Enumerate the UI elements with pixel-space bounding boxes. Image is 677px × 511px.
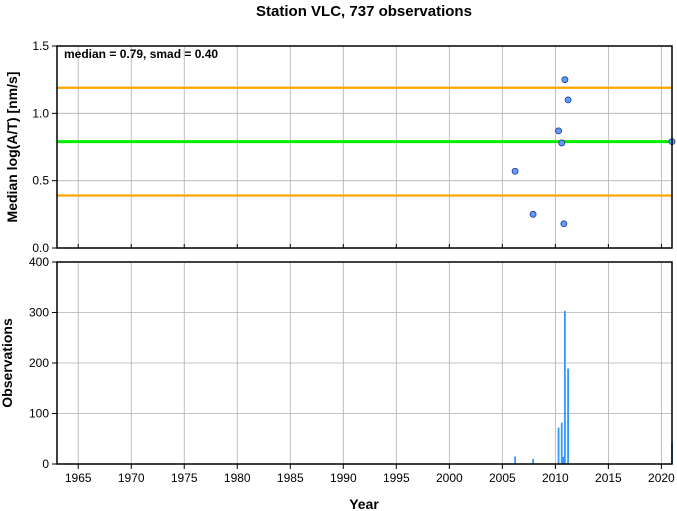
bar [514,456,516,464]
bottom-y-axis-label: Observations [0,318,15,408]
x-ticks: 1965 1970 1975 1980 1985 1990 1995 2000 2005 2010… [65,464,675,485]
x-tick-label: 1980 [224,471,251,485]
x-tick-label: 1975 [171,471,198,485]
x-tick-label: 1995 [383,471,410,485]
top-y-axis-label: Median log(A/T) [nm/s] [4,72,20,223]
y-tick-label: 1.5 [32,39,49,53]
annotation-text: median = 0.79, smad = 0.40 [64,47,218,61]
bar [532,458,534,464]
y-tick-label: 1.0 [32,106,49,120]
y-tick-label: 400 [29,255,49,269]
y-tick-label: 100 [29,407,49,421]
x-tick-label: 2020 [648,471,675,485]
y-tick-label: 200 [29,356,49,370]
y-tick-label: 0 [42,457,49,471]
x-tick-label: 1990 [330,471,357,485]
chart-title: Station VLC, 737 observations [256,3,472,20]
bottom-y-ticks: 0 100 200 300 400 [29,255,57,471]
x-tick-label: 2005 [489,471,516,485]
x-tick-label: 2015 [595,471,622,485]
x-tick-label: 2010 [542,471,569,485]
bar [567,368,569,464]
reference-lines [57,86,672,197]
bottom-grid [57,261,672,465]
x-tick-label: 1965 [65,471,92,485]
x-axis-label: Year [349,496,379,511]
top-panel: 0.00.51.01.5 median = 0.79, smad = 0.40 … [4,39,676,255]
data-points [511,76,676,228]
bar [564,310,566,464]
data-point [558,139,566,147]
data-point [561,76,569,84]
data-point [511,167,519,175]
y-tick-label: 300 [29,306,49,320]
bar [562,456,565,464]
data-point [555,127,562,135]
top-y-ticks: 0.0 0.5 1.0 1.5 [32,39,57,255]
data-point [529,210,537,218]
bars [514,310,673,464]
x-tick-label: 1985 [277,471,304,485]
data-point [564,96,572,104]
bar [557,427,560,464]
y-tick-label: 0.5 [32,174,49,188]
x-tick-label: 2000 [436,471,463,485]
bar [560,422,563,464]
data-point [560,220,568,228]
x-tick-label: 1970 [118,471,145,485]
top-grid [57,45,672,249]
top-frame [56,45,673,249]
y-tick-label: 0.0 [32,241,49,255]
